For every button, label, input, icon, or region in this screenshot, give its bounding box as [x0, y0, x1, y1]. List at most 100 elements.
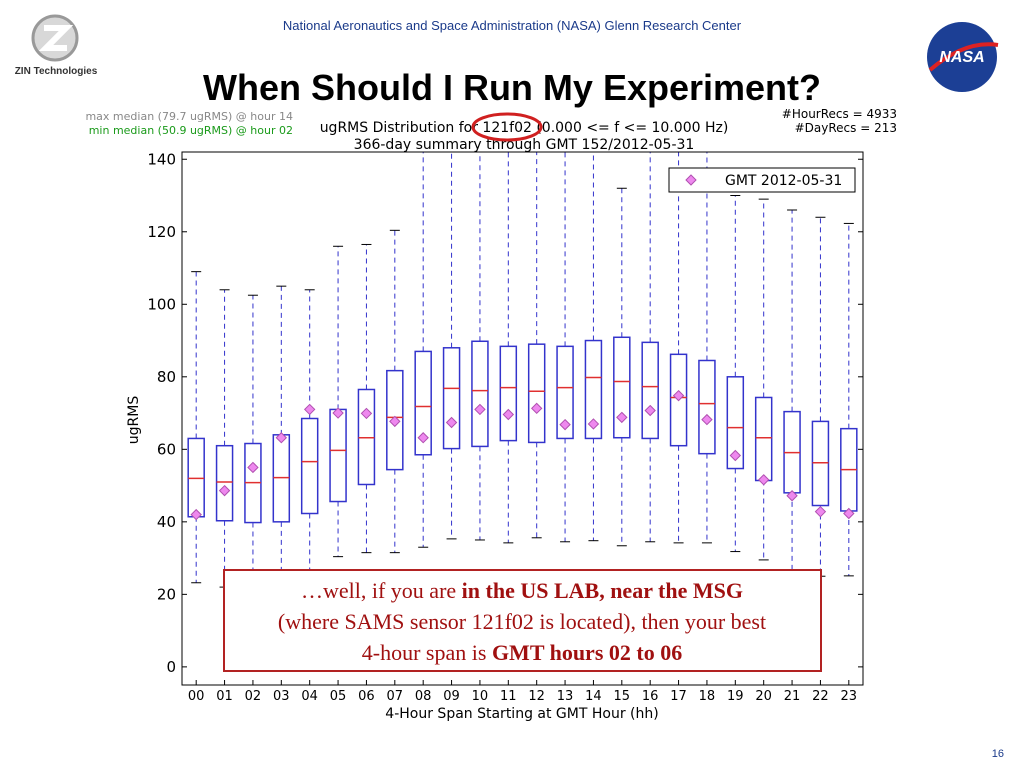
- y-tick-label: 20: [157, 585, 176, 603]
- callout-text: in the US LAB, near the MSG: [462, 578, 743, 603]
- legend: GMT 2012-05-31: [668, 167, 856, 193]
- x-tick-label: 19: [727, 689, 744, 704]
- x-tick-label: 11: [500, 689, 517, 704]
- diamond: [360, 407, 373, 420]
- diamond: [729, 449, 742, 462]
- legend-marker: [685, 174, 697, 186]
- callout-box: [223, 569, 822, 672]
- diamond: [814, 505, 827, 518]
- diamond: [332, 407, 344, 419]
- y-tick-label: 40: [157, 513, 176, 531]
- box: [669, 353, 688, 447]
- day-recs: #DayRecs = 213: [795, 121, 897, 135]
- zin-label: ZIN Technologies: [15, 66, 98, 77]
- y-tick-label: 0: [166, 658, 176, 676]
- diamond: [474, 403, 486, 416]
- x-tick-label: 14: [585, 689, 602, 704]
- plot-frame: [181, 151, 864, 686]
- x-axis-label: 4-Hour Span Starting at GMT Hour (hh): [385, 706, 658, 722]
- box: [442, 347, 461, 450]
- x-tick-label: 02: [245, 689, 262, 704]
- chart-subtitle: 366-day summary through GMT 152/2012-05-…: [354, 137, 695, 153]
- y-tick-label: 140: [147, 150, 176, 168]
- diamond: [672, 389, 685, 402]
- diamond: [843, 507, 855, 520]
- x-tick-label: 01: [216, 689, 233, 704]
- box: [556, 345, 574, 440]
- diamond: [275, 432, 288, 444]
- hour-recs: #HourRecs = 4933: [782, 107, 897, 121]
- zin-logo-z: [38, 25, 74, 51]
- diamond: [786, 490, 798, 502]
- chart-title: ugRMS Distribution for 121f02 (0.000 <= …: [320, 120, 729, 136]
- x-tick-label: 17: [670, 689, 687, 704]
- diamond: [559, 418, 571, 431]
- y-tick-label: 60: [157, 440, 176, 458]
- nasa-swoosh: [928, 42, 999, 72]
- y-axis-label: ugRMS: [126, 396, 142, 445]
- x-tick-label: 13: [557, 689, 574, 704]
- page-number: 16: [992, 748, 1004, 760]
- callout-text: 4-hour span is: [362, 640, 492, 665]
- x-tick-label: 08: [415, 689, 432, 704]
- diamond: [616, 411, 628, 424]
- x-tick-label: 03: [273, 689, 290, 704]
- box: [499, 345, 518, 442]
- box: [726, 376, 745, 470]
- x-tick-label: 09: [443, 689, 460, 704]
- callout-line: 4-hour span is GMT hours 02 to 06: [362, 640, 682, 665]
- legend-label: GMT 2012-05-31: [725, 173, 842, 189]
- box: [414, 350, 432, 456]
- diamond: [218, 484, 231, 497]
- boxes: [187, 152, 858, 588]
- x-tick-label: 22: [812, 689, 829, 704]
- y-tick-label: 80: [157, 368, 176, 386]
- legend-box: [668, 167, 856, 193]
- x-tick-label: 00: [188, 689, 205, 704]
- diamond: [644, 404, 656, 417]
- diamond: [587, 418, 600, 430]
- x-tick-label: 15: [614, 689, 631, 704]
- diamond: [502, 408, 515, 421]
- y-tick-label: 120: [147, 223, 176, 241]
- x-tick-label: 16: [642, 689, 659, 704]
- org: National Aeronautics and Space Administr…: [283, 18, 742, 33]
- box: [754, 396, 773, 482]
- diamond: [190, 508, 202, 521]
- x-tick-label: 23: [841, 689, 858, 704]
- box: [386, 369, 404, 471]
- x-tick-label: 18: [699, 689, 716, 704]
- diamond: [417, 432, 429, 444]
- x-tick-label: 05: [330, 689, 347, 704]
- box: [698, 359, 716, 455]
- callout-line: (where SAMS sensor 121f02 is located), t…: [278, 609, 766, 634]
- box: [584, 339, 603, 440]
- box: [329, 408, 347, 503]
- box: [215, 444, 234, 522]
- box: [613, 336, 631, 439]
- highlight-circle: [471, 112, 543, 142]
- y-tick-label: 100: [147, 295, 176, 313]
- x-tick-label: 04: [301, 689, 318, 704]
- diamond: [303, 403, 316, 416]
- slide-title: When Should I Run My Experiment?: [203, 67, 821, 108]
- max-note: max median (79.7 ugRMS) @ hour 14: [85, 110, 293, 123]
- callout-text: GMT hours 02 to 06: [492, 640, 682, 665]
- diamond: [757, 474, 770, 486]
- x-tick-label: 20: [755, 689, 772, 704]
- nasa-text: NASA: [939, 49, 984, 66]
- diamond: [247, 461, 259, 474]
- x-tick-label: 10: [472, 689, 489, 704]
- box: [527, 343, 546, 444]
- diamond: [701, 413, 713, 426]
- x-tick-label: 07: [387, 689, 404, 704]
- diamond: [445, 416, 458, 429]
- x-tick-label: 12: [528, 689, 545, 704]
- box: [300, 417, 319, 515]
- callout-line: …well, if you are in the US LAB, near th…: [301, 578, 743, 603]
- callout-text: (where SAMS sensor 121f02 is located), t…: [278, 609, 766, 634]
- callout: …well, if you are in the US LAB, near th…: [278, 578, 766, 665]
- nasa-logo: [927, 22, 997, 92]
